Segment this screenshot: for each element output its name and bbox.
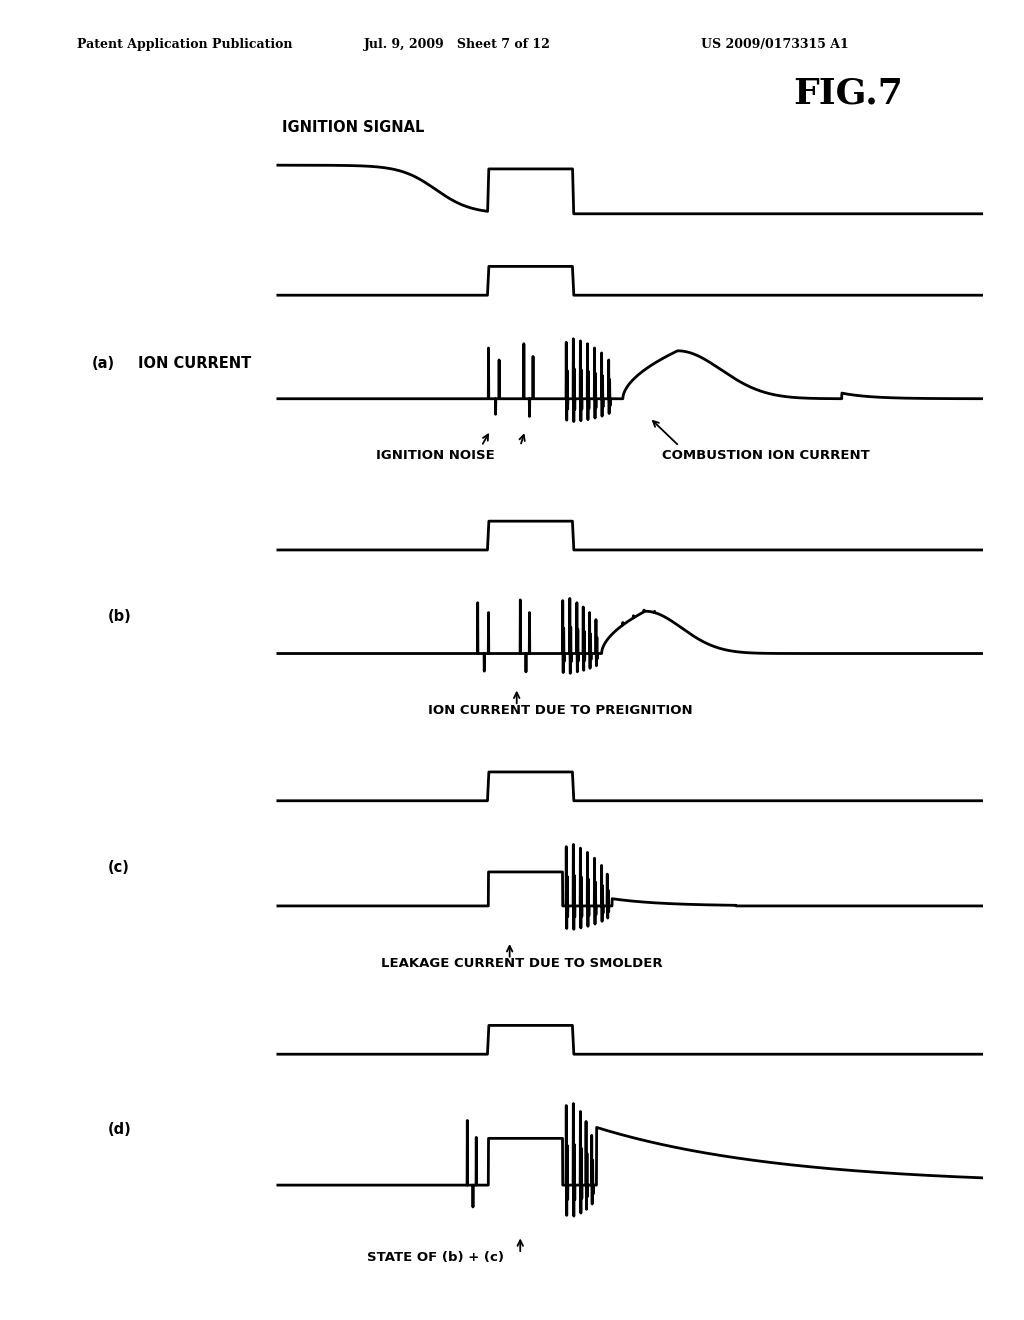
Text: ION CURRENT DUE TO PREIGNITION: ION CURRENT DUE TO PREIGNITION [428, 704, 693, 717]
Text: (a): (a) [92, 356, 116, 371]
Text: US 2009/0173315 A1: US 2009/0173315 A1 [701, 38, 849, 51]
Text: ION CURRENT: ION CURRENT [138, 356, 252, 371]
Text: IGNITION SIGNAL: IGNITION SIGNAL [282, 120, 424, 135]
Text: IGNITION NOISE: IGNITION NOISE [376, 449, 495, 462]
Text: Patent Application Publication: Patent Application Publication [77, 38, 292, 51]
Text: FIG.7: FIG.7 [794, 77, 903, 111]
Text: (d): (d) [108, 1122, 131, 1137]
Text: LEAKAGE CURRENT DUE TO SMOLDER: LEAKAGE CURRENT DUE TO SMOLDER [381, 957, 663, 970]
Text: Jul. 9, 2009   Sheet 7 of 12: Jul. 9, 2009 Sheet 7 of 12 [364, 38, 550, 51]
Text: (b): (b) [108, 609, 131, 623]
Text: STATE OF (b) + (c): STATE OF (b) + (c) [367, 1251, 504, 1265]
Text: (c): (c) [108, 859, 129, 875]
Text: COMBUSTION ION CURRENT: COMBUSTION ION CURRENT [662, 449, 869, 462]
